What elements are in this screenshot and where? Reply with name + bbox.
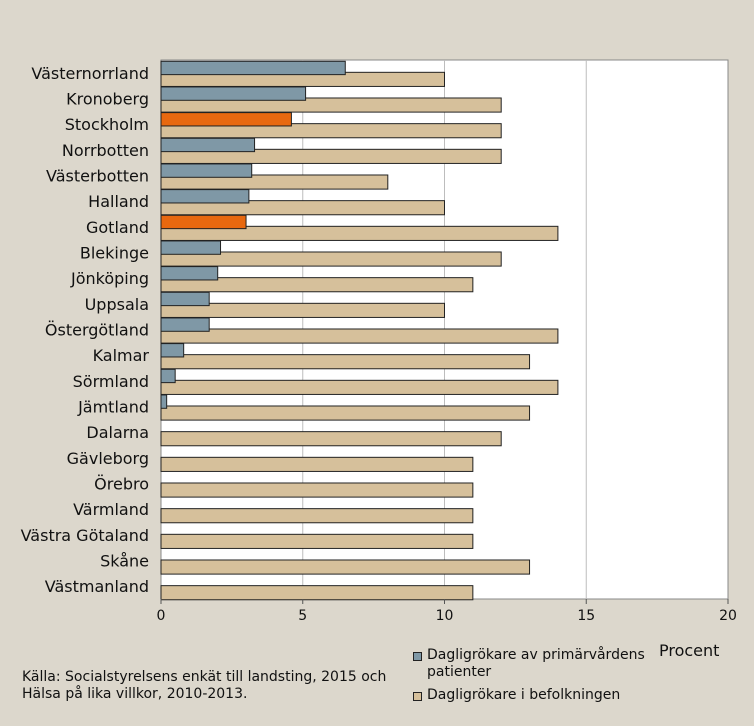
bar-patients — [160, 137, 256, 153]
bar-population — [160, 533, 474, 549]
bar-population — [160, 251, 502, 267]
category-label: Gotland — [86, 218, 149, 237]
category-labels: Västernorrland Kronoberg Stockholm Norrbott… — [21, 64, 150, 596]
bar-population — [160, 328, 559, 344]
bar-population — [160, 431, 502, 447]
bar-patients — [160, 214, 247, 230]
bar-population — [160, 482, 474, 498]
category-label: Sörmland — [73, 372, 149, 391]
bar-patients — [160, 317, 210, 332]
bar-population — [160, 97, 502, 113]
bar-population — [160, 508, 474, 524]
legend-label-patients-2: patienter — [427, 664, 492, 680]
category-label: Västernorrland — [31, 64, 149, 83]
bar-patients — [160, 343, 185, 358]
category-label: Kronoberg — [66, 90, 149, 109]
category-label: Västra Götaland — [21, 526, 149, 545]
bar-population — [160, 174, 389, 190]
bar-population — [160, 559, 531, 575]
x-tick-label: 5 — [298, 608, 307, 624]
bar-population — [160, 123, 502, 139]
category-label: Norrbotten — [62, 141, 149, 160]
bar-population — [160, 302, 445, 318]
bar-population — [160, 225, 559, 241]
bar-population — [160, 200, 445, 216]
category-label: Jönköping — [70, 269, 149, 288]
source-line-2: Hälsa på lika villkor, 2010-2013. — [22, 686, 248, 702]
legend: Dagligrökare av primärvårdens patienter … — [413, 647, 645, 704]
category-label: Jämtland — [77, 398, 149, 417]
legend-item-population: Dagligrökare i befolkningen — [413, 687, 645, 704]
bar-patients — [160, 240, 222, 255]
category-label: Kalmar — [93, 346, 150, 365]
category-label: Örebro — [94, 475, 149, 494]
legend-label-population: Dagligrökare i befolkningen — [427, 687, 621, 703]
bar-population — [160, 379, 559, 395]
x-ticks: 0 5 10 15 20 — [157, 599, 737, 624]
legend-label-patients-1: Dagligrökare av primärvårdens — [427, 647, 645, 663]
x-axis-title: Procent — [659, 641, 720, 660]
category-label: Östergötland — [45, 321, 149, 340]
bar-patients — [160, 394, 168, 409]
bar-patients — [160, 266, 219, 281]
category-label: Dalarna — [86, 423, 149, 442]
category-label: Uppsala — [85, 295, 149, 314]
legend-swatch-population — [413, 692, 422, 701]
bar-patients — [160, 291, 210, 307]
x-tick-label: 15 — [577, 608, 595, 624]
x-tick-label: 20 — [719, 608, 737, 624]
category-label: Västerbotten — [46, 167, 149, 186]
bar-patients — [160, 368, 176, 384]
category-label: Gävleborg — [67, 449, 149, 468]
legend-swatch-patients — [413, 652, 422, 661]
bars — [160, 60, 559, 601]
legend-item-patients: Dagligrökare av primärvårdens patienter — [413, 647, 645, 681]
bar-patients — [160, 112, 292, 127]
bar-population — [160, 456, 474, 472]
bar-population — [160, 405, 531, 421]
category-label: Stockholm — [65, 115, 149, 134]
category-label: Halland — [88, 192, 149, 211]
category-label: Skåne — [100, 552, 149, 571]
bar-population — [160, 277, 474, 293]
category-label: Blekinge — [80, 244, 149, 263]
bar-patients — [160, 86, 307, 101]
x-tick-label: 0 — [157, 608, 166, 624]
category-label: Västmanland — [45, 577, 149, 596]
source-note: Källa: Socialstyrelsens enkät till lands… — [22, 669, 402, 703]
x-tick-label: 10 — [436, 608, 454, 624]
bar-patients — [160, 189, 250, 204]
bar-patients — [160, 163, 253, 178]
category-label: Värmland — [73, 500, 149, 519]
bar-population — [160, 585, 474, 601]
source-line-1: Källa: Socialstyrelsens enkät till lands… — [22, 669, 387, 685]
bar-population — [160, 148, 502, 164]
bar-patients — [160, 60, 346, 76]
bar-population — [160, 354, 531, 370]
